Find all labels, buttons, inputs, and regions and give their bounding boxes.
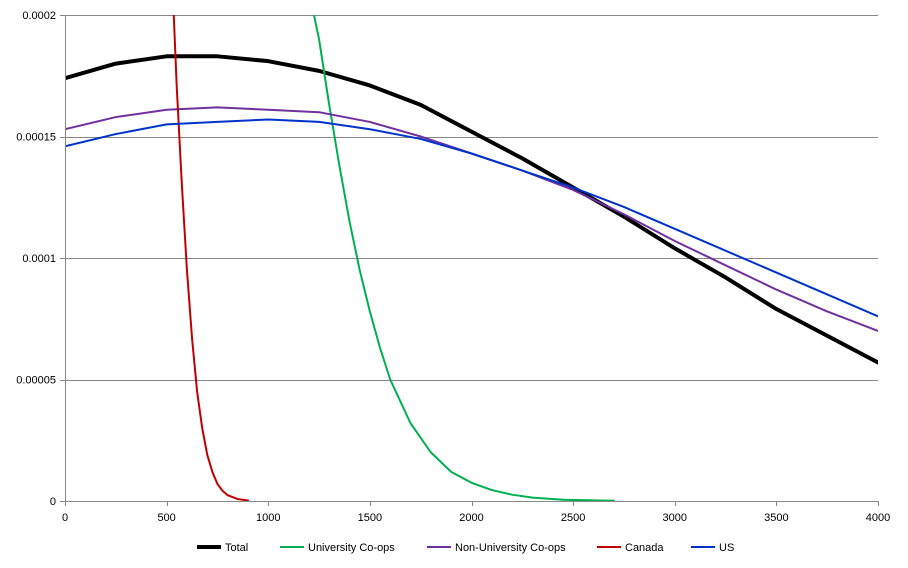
legend-item: US (691, 542, 734, 554)
x-tick-label: 1000 (256, 512, 280, 524)
legend-label: University Co-ops (308, 542, 395, 554)
x-tick-label: 1500 (358, 512, 382, 524)
axes (60, 15, 879, 506)
y-tick-label: 0.0001 (22, 253, 56, 265)
legend-item: Canada (597, 542, 664, 554)
legend-item: University Co-ops (280, 542, 395, 554)
x-axis-tick-labels: 0 500 1000 1500 2000 2500 3000 3500 4000 (62, 512, 890, 524)
y-tick-label: 0 (50, 496, 56, 508)
legend-label: Total (225, 542, 248, 554)
series-line-total (65, 54, 878, 365)
x-tick-label: 2000 (459, 512, 483, 524)
legend-item: Total (197, 542, 248, 554)
series-line-university-co-ops (312, 15, 615, 501)
series-line-canada (172, 15, 249, 501)
legend-label: Non-University Co-ops (455, 542, 566, 554)
x-tick-label: 500 (157, 512, 175, 524)
y-axis-tick-labels: 0 0.00005 0.0001 0.00015 0.0002 (16, 10, 56, 508)
x-tick-label: 2500 (561, 512, 585, 524)
legend-label: US (719, 542, 734, 554)
x-tick-label: 0 (62, 512, 68, 524)
y-tick-label: 0.00015 (16, 132, 56, 144)
x-tick-label: 4000 (866, 512, 890, 524)
series-line-us (65, 118, 878, 318)
legend: Total University Co-ops Non-University Co-… (197, 542, 734, 554)
y-tick-label: 0.0002 (22, 10, 56, 22)
x-tick-label: 3000 (663, 512, 687, 524)
plot-area (65, 15, 878, 501)
legend-item: Non-University Co-ops (427, 542, 566, 554)
y-tick-label: 0.00005 (16, 375, 56, 387)
x-tick-label: 3500 (764, 512, 788, 524)
legend-label: Canada (625, 542, 664, 554)
